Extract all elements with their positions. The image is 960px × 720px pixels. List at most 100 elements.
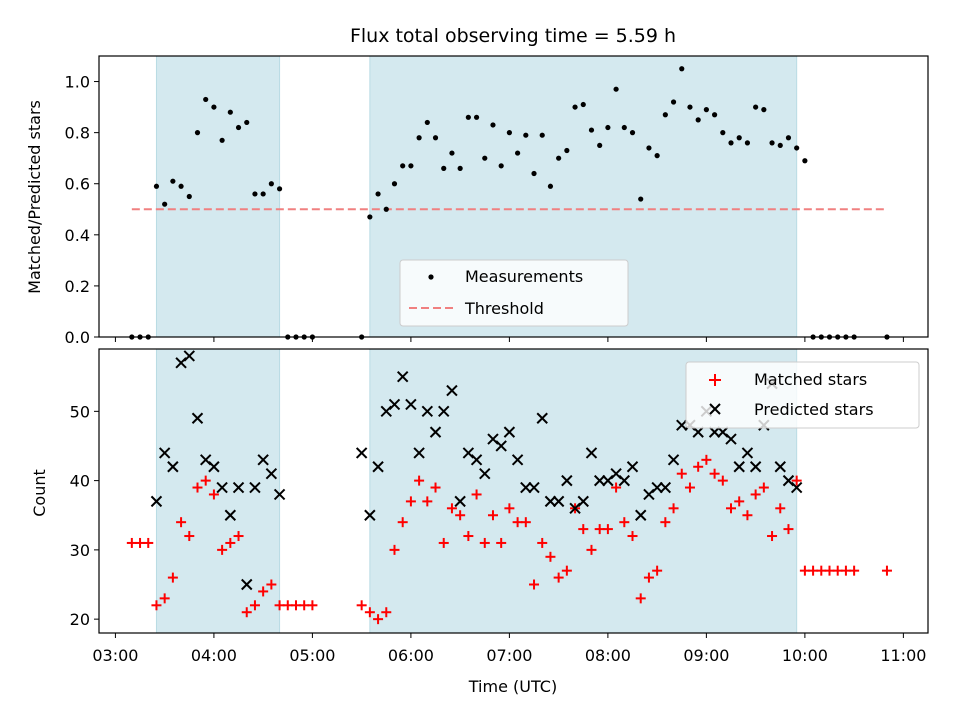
top-legend: Measurements Threshold xyxy=(399,259,629,327)
y-tick-label: 0.6 xyxy=(65,175,90,194)
matched-point xyxy=(881,565,892,576)
predicted-point xyxy=(388,398,401,411)
measurement-point xyxy=(276,186,283,192)
x-tick-label: 09:00 xyxy=(683,646,729,665)
predicted-point xyxy=(405,398,417,411)
x-tick-label: 04:00 xyxy=(191,646,237,665)
matched-point xyxy=(258,586,269,597)
measurement-point xyxy=(597,142,603,149)
matched-point xyxy=(225,537,236,548)
measurement-point xyxy=(506,130,512,136)
bottom-y-ticks: 20 30 40 50 xyxy=(70,402,99,629)
matched-point xyxy=(717,475,728,486)
bottom-legend-box xyxy=(685,361,920,429)
matched-point xyxy=(553,572,564,583)
predicted-point xyxy=(585,447,598,459)
bottom-axes-frame xyxy=(98,348,929,634)
predicted-point xyxy=(708,426,721,438)
x-tick-label: 06:00 xyxy=(388,646,434,665)
matched-point xyxy=(356,600,367,611)
predicted-point xyxy=(635,509,647,521)
predicted-point xyxy=(429,426,442,438)
matched-point xyxy=(545,551,556,562)
predicted-point xyxy=(413,447,425,459)
predicted-point xyxy=(421,405,434,418)
measurement-point xyxy=(416,135,422,141)
predicted-point xyxy=(725,433,737,445)
predicted-point xyxy=(692,426,704,438)
legend-threshold-label: Threshold xyxy=(464,299,544,318)
measurement-point xyxy=(687,104,693,110)
matched-point xyxy=(233,531,244,542)
matched-point xyxy=(611,482,622,493)
y-tick-label: 0.2 xyxy=(65,277,90,296)
matched-point xyxy=(487,510,498,521)
predicted-point xyxy=(224,509,237,521)
predicted-point xyxy=(249,481,261,494)
matched-point xyxy=(307,600,318,611)
legend-measurements-marker xyxy=(428,274,434,280)
matched-point xyxy=(602,524,613,535)
measurement-point xyxy=(728,140,734,146)
matched-point xyxy=(389,544,400,555)
measurement-point xyxy=(367,214,373,220)
predicted-point xyxy=(446,384,458,397)
matched-point xyxy=(217,544,228,555)
y-tick-label: 50 xyxy=(70,402,90,421)
measurement-point xyxy=(703,107,709,113)
predicted-point xyxy=(651,481,663,494)
measurement-point xyxy=(441,165,447,171)
measurement-point xyxy=(186,193,192,200)
chart-title: Flux total observing time = 5.59 h xyxy=(350,25,676,47)
matched-point xyxy=(791,475,802,486)
predicted-point xyxy=(273,488,286,501)
matched-point xyxy=(750,489,761,500)
measurement-point xyxy=(588,127,595,133)
matched-point xyxy=(438,537,449,548)
matched-point xyxy=(660,517,671,528)
matched-point xyxy=(422,496,433,507)
measurement-point xyxy=(260,191,266,197)
matched-point xyxy=(726,503,737,514)
legend-measurements-label: Measurements xyxy=(465,267,583,286)
measurement-point xyxy=(605,124,611,131)
matched-point xyxy=(184,531,195,542)
matched-point xyxy=(496,537,507,548)
predicted-point xyxy=(577,495,589,508)
top-x-ticks xyxy=(114,337,904,342)
legend-predicted-marker xyxy=(709,403,721,415)
predicted-point xyxy=(520,481,532,494)
measurement-point xyxy=(695,117,701,123)
x-tick-label: 10:00 xyxy=(782,646,828,665)
measurement-point xyxy=(654,153,660,159)
y-tick-label: 40 xyxy=(70,472,90,491)
predicted-point xyxy=(503,426,516,438)
measurement-point xyxy=(646,145,652,151)
legend-matched-label: Matched stars xyxy=(754,370,867,389)
y-tick-label: 0.4 xyxy=(65,226,90,245)
matched-point xyxy=(208,489,219,500)
measurement-point xyxy=(244,119,250,126)
measurement-point xyxy=(162,201,168,207)
matched-point xyxy=(619,517,630,528)
predicted-point xyxy=(150,495,163,508)
measurement-point xyxy=(769,140,775,146)
count-points xyxy=(126,350,892,625)
matched-point xyxy=(249,600,260,611)
predicted-point xyxy=(676,419,688,431)
measurement-point xyxy=(777,142,783,149)
predicted-point xyxy=(741,447,754,459)
top-legend-box xyxy=(399,259,629,327)
matched-point xyxy=(849,565,860,576)
predicted-point xyxy=(265,467,278,480)
measurement-point xyxy=(219,137,225,143)
matched-point xyxy=(446,503,457,514)
predicted-point xyxy=(183,350,195,362)
predicted-point xyxy=(511,454,524,466)
x-axis-label: Time (UTC) xyxy=(468,677,557,696)
matched-point xyxy=(471,489,482,500)
matched-point xyxy=(373,614,384,625)
measurement-points xyxy=(129,66,890,340)
measurement-point xyxy=(178,183,184,189)
matched-point xyxy=(200,475,211,486)
